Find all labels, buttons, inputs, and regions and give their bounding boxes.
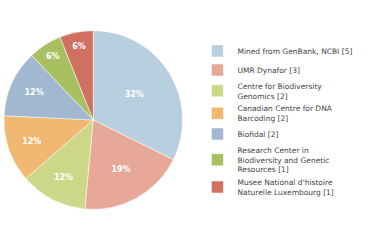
svg-text:Musee National d'histoireNatur: Musee National d'histoireNaturelle Luxem…	[237, 178, 333, 197]
svg-text:12%: 12%	[24, 88, 43, 97]
svg-text:Biofidal [2]: Biofidal [2]	[237, 130, 278, 139]
svg-text:6%: 6%	[72, 42, 86, 51]
svg-text:6%: 6%	[46, 52, 60, 61]
svg-text:12%: 12%	[22, 137, 41, 146]
svg-text:Canadian Centre for DNABarcodi: Canadian Centre for DNABarcoding [2]	[237, 104, 332, 123]
svg-text:32%: 32%	[125, 90, 144, 99]
svg-text:Research Center inBiodiversity: Research Center inBiodiversity and Genet…	[237, 146, 329, 175]
svg-text:UMR Dynafor [3]: UMR Dynafor [3]	[237, 66, 300, 75]
svg-text:Centre for BiodiversityGenomic: Centre for BiodiversityGenomics [2]	[237, 82, 322, 101]
svg-text:19%: 19%	[111, 165, 130, 174]
svg-text:Mined from GenBank, NCBI [5]: Mined from GenBank, NCBI [5]	[237, 47, 352, 56]
svg-text:12%: 12%	[54, 173, 73, 182]
